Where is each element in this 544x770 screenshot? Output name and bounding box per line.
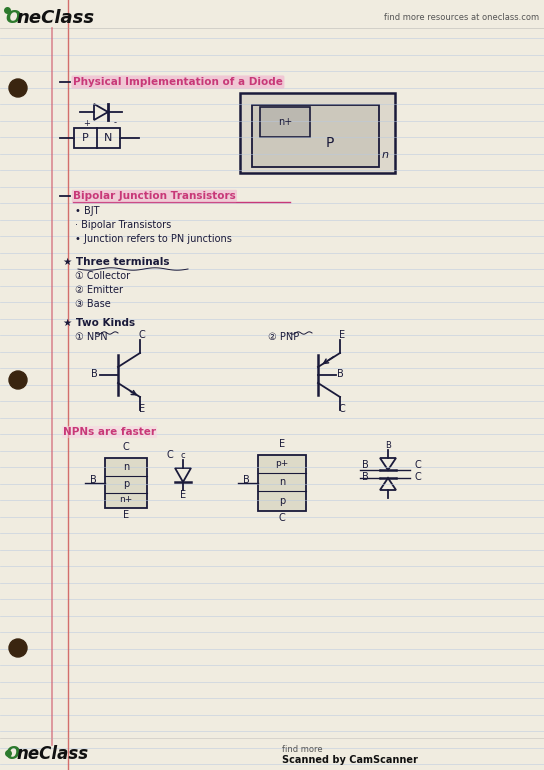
Text: C: C — [415, 472, 422, 482]
Text: n+: n+ — [278, 117, 292, 127]
Text: neClass: neClass — [16, 9, 94, 27]
Text: p+: p+ — [275, 460, 289, 468]
Circle shape — [9, 371, 27, 389]
Text: E: E — [339, 330, 345, 340]
Text: P: P — [326, 136, 334, 150]
Text: B: B — [362, 472, 368, 482]
Text: O: O — [5, 9, 20, 27]
Text: n+: n+ — [119, 496, 133, 504]
Text: p: p — [123, 479, 129, 489]
Text: Scanned by CamScanner: Scanned by CamScanner — [282, 755, 418, 765]
Bar — [105, 458, 147, 508]
Text: N: N — [104, 133, 112, 143]
Text: C: C — [166, 450, 174, 460]
Text: ★ Three terminals: ★ Three terminals — [63, 257, 170, 267]
Text: -: - — [114, 119, 116, 128]
Text: ① NPN: ① NPN — [75, 332, 108, 342]
Text: B: B — [362, 460, 368, 470]
Text: E: E — [180, 490, 186, 500]
Text: c: c — [181, 451, 186, 460]
Text: C: C — [279, 513, 286, 523]
Text: E: E — [279, 439, 285, 449]
Text: ② PNP: ② PNP — [268, 332, 299, 342]
Text: O: O — [5, 745, 19, 763]
Text: ① Collector: ① Collector — [75, 271, 130, 281]
Text: B: B — [91, 369, 97, 379]
Bar — [260, 107, 310, 137]
Text: Physical Implementation of a Diode: Physical Implementation of a Diode — [73, 77, 283, 87]
Text: n: n — [123, 462, 129, 472]
Text: C: C — [122, 442, 129, 452]
Text: NPNs are faster: NPNs are faster — [63, 427, 156, 437]
Text: +: + — [84, 119, 90, 128]
Bar — [240, 93, 395, 173]
Text: B: B — [243, 475, 249, 485]
Text: B: B — [337, 369, 343, 379]
Text: P: P — [82, 133, 88, 143]
Text: B: B — [385, 441, 391, 450]
Text: C: C — [415, 460, 422, 470]
Text: ★ Two Kinds: ★ Two Kinds — [63, 318, 135, 328]
Text: · Bipolar Transistors: · Bipolar Transistors — [75, 220, 171, 230]
Text: neClass: neClass — [16, 745, 88, 763]
Bar — [252, 105, 379, 167]
Text: n: n — [381, 150, 388, 160]
Text: find more: find more — [282, 745, 323, 755]
Text: E: E — [123, 510, 129, 520]
Bar — [74, 128, 120, 148]
Circle shape — [9, 639, 27, 657]
Text: ③ Base: ③ Base — [75, 299, 111, 309]
Text: • Junction refers to PN junctions: • Junction refers to PN junctions — [75, 234, 232, 244]
Text: B: B — [90, 475, 96, 485]
Text: E: E — [139, 404, 145, 414]
Text: Bipolar Junction Transistors: Bipolar Junction Transistors — [73, 191, 236, 201]
Text: C: C — [139, 330, 145, 340]
Text: n: n — [279, 477, 285, 487]
Text: • BJT: • BJT — [75, 206, 100, 216]
Bar — [258, 455, 306, 511]
Text: find more resources at oneclass.com: find more resources at oneclass.com — [384, 14, 539, 22]
Text: p: p — [279, 496, 285, 506]
Text: ② Emitter: ② Emitter — [75, 285, 123, 295]
Circle shape — [9, 79, 27, 97]
Text: C: C — [338, 404, 345, 414]
